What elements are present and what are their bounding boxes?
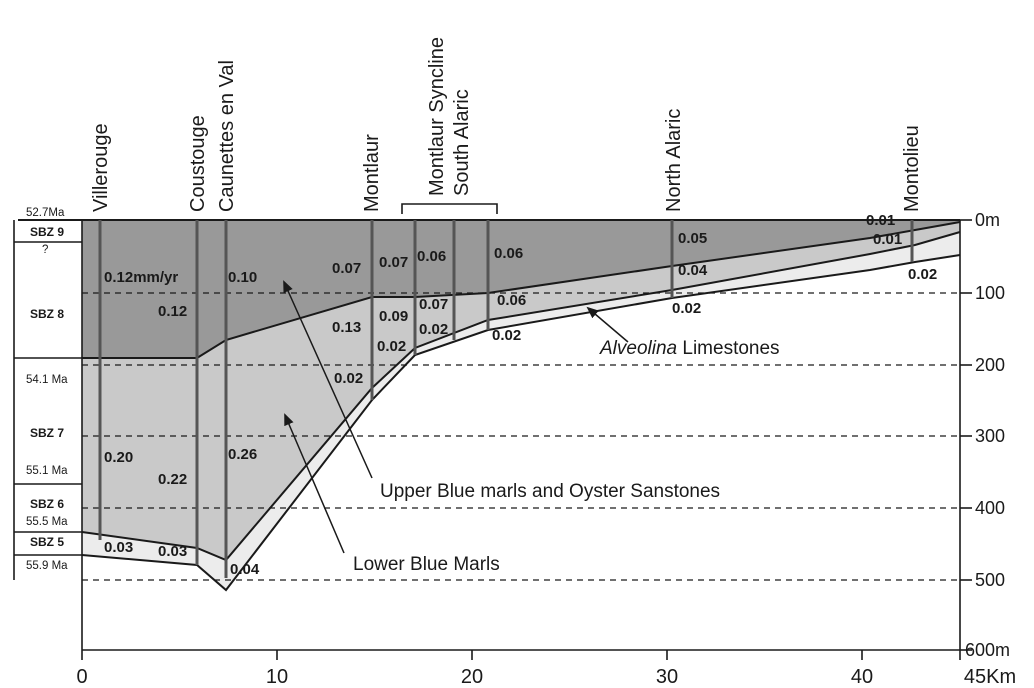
x-label-0: 0 — [76, 666, 87, 688]
alveolina-rest: Limestones — [677, 338, 779, 359]
rate-villerouge-limestone: 0.03 — [104, 539, 133, 556]
lower-blue-marls-arrow — [284, 413, 345, 554]
x-axis-ticks — [81, 650, 961, 660]
upper-blue-marls-unit — [82, 220, 960, 358]
alveolina-limestones-label: Alveolina Limestones — [599, 338, 780, 359]
age-55-9: 55.9 Ma — [26, 560, 68, 572]
rate-montlaur-limestone: 0.02 — [334, 370, 363, 387]
upper-lower-boundary — [82, 221, 961, 359]
depth-label-400: 400 — [975, 498, 1005, 518]
rate-montlaur-upper: 0.07 — [332, 260, 361, 277]
section-lines — [98, 220, 914, 578]
rate-coustouge-lower: 0.22 — [158, 471, 187, 488]
location-caunettes: Caunettes en Val — [216, 60, 238, 212]
x-axis-labels: 0 10 20 30 40 45Km — [76, 666, 1016, 688]
location-montlaur-syncline: Montlaur Syncline — [426, 37, 448, 196]
rate-coustouge-upper: 0.12 — [158, 303, 187, 320]
age-54-1: 54.1 Ma — [26, 374, 68, 386]
rate-coustouge-limestone: 0.03 — [158, 543, 187, 560]
location-montlaur: Montlaur — [361, 134, 383, 212]
lower-limestone-boundary — [81, 231, 961, 562]
rate-north-alaric-lower: 0.04 — [678, 262, 708, 279]
rate-caunettes-limestone: 0.04 — [230, 561, 260, 578]
syncline-bracket — [401, 203, 498, 214]
x-label-20: 20 — [461, 666, 483, 688]
depth-label-500: 500 — [975, 570, 1005, 590]
depth-axis-ticks — [960, 219, 972, 651]
depth-gridlines — [82, 292, 960, 581]
upper-blue-marls-label: Upper Blue marls and Oyster Sanstones — [380, 481, 720, 502]
location-south-alaric: South Alaric — [451, 89, 473, 196]
rate-villerouge-upper: 0.12mm/yr — [104, 269, 178, 286]
depth-label-600: 600m — [965, 640, 1010, 660]
rate-north-alaric-limestone: 0.02 — [672, 300, 701, 317]
depth-label-100: 100 — [975, 283, 1005, 303]
age-55-5: 55.5 Ma — [26, 516, 68, 528]
upper-blue-marls-arrow — [283, 280, 373, 479]
rate-labels: 0.12mm/yr 0.20 0.03 0.12 0.22 0.03 0.10 … — [104, 212, 937, 578]
depth-axis-labels: 0m 100 200 300 400 500 600m — [965, 210, 1010, 660]
biozone-sbz9: SBZ 9 — [30, 225, 64, 239]
location-montolieu: Montolieu — [901, 125, 923, 212]
location-coustouge: Coustouge — [187, 115, 209, 212]
axes-frame — [13, 220, 961, 651]
limestone-base-line — [81, 254, 961, 592]
rate-alaric-mid-limestone: 0.02 — [492, 327, 521, 344]
biozone-sbz7: SBZ 7 — [30, 426, 64, 440]
rate-montlaur-lower: 0.13 — [332, 319, 361, 336]
x-label-30: 30 — [656, 666, 678, 688]
age-55-1: 55.1 Ma — [26, 465, 68, 477]
lower-blue-marls-unit — [82, 222, 960, 560]
rate-montolieu-lower: 0.01 — [873, 231, 902, 248]
rate-south-alaric-limestone: 0.02 — [419, 321, 448, 338]
biozone-ticks — [14, 241, 82, 556]
biozone-column: SBZ 9 SBZ 8 SBZ 7 SBZ 6 SBZ 5 52.7Ma ? 5… — [26, 207, 68, 572]
unit-annotations: Alveolina Limestones Upper Blue marls an… — [283, 280, 780, 575]
rate-south-alaric-upper: 0.06 — [417, 248, 446, 265]
biozone-sbz5: SBZ 5 — [30, 535, 64, 549]
rate-alaric-mid-upper: 0.06 — [494, 245, 523, 262]
lower-blue-marls-label: Lower Blue Marls — [353, 554, 500, 575]
rate-montolieu-upper: 0.01 — [866, 212, 895, 229]
depth-label-200: 200 — [975, 355, 1005, 375]
location-labels: Villerouge Coustouge Caunettes en Val Mo… — [90, 37, 923, 212]
rate-villerouge-lower: 0.20 — [104, 449, 133, 466]
rate-north-alaric-upper: 0.05 — [678, 230, 707, 247]
x-label-45: 45Km — [964, 666, 1016, 688]
age-question: ? — [42, 244, 48, 256]
x-label-40: 40 — [851, 666, 873, 688]
rate-syncline-lower: 0.09 — [379, 308, 408, 325]
location-villerouge: Villerouge — [90, 123, 112, 212]
x-label-10: 10 — [266, 666, 288, 688]
age-52-7: 52.7Ma — [26, 207, 65, 219]
rate-alaric-mid-lower: 0.06 — [497, 292, 526, 309]
alveolina-italic: Alveolina — [599, 338, 677, 359]
rate-south-alaric-lower: 0.07 — [419, 296, 448, 313]
biozone-sbz8: SBZ 8 — [30, 307, 64, 321]
rate-montolieu-limestone: 0.02 — [908, 266, 937, 283]
rate-syncline-upper: 0.07 — [379, 254, 408, 271]
alveolina-limestone-unit — [82, 232, 960, 590]
location-north-alaric: North Alaric — [663, 109, 685, 212]
rate-caunettes-upper: 0.10 — [228, 269, 257, 286]
depth-label-0: 0m — [975, 210, 1000, 230]
rate-caunettes-lower: 0.26 — [228, 446, 257, 463]
alveolina-arrow — [586, 306, 629, 343]
rate-syncline-limestone: 0.02 — [377, 338, 406, 355]
biozone-sbz6: SBZ 6 — [30, 497, 64, 511]
depth-label-300: 300 — [975, 426, 1005, 446]
